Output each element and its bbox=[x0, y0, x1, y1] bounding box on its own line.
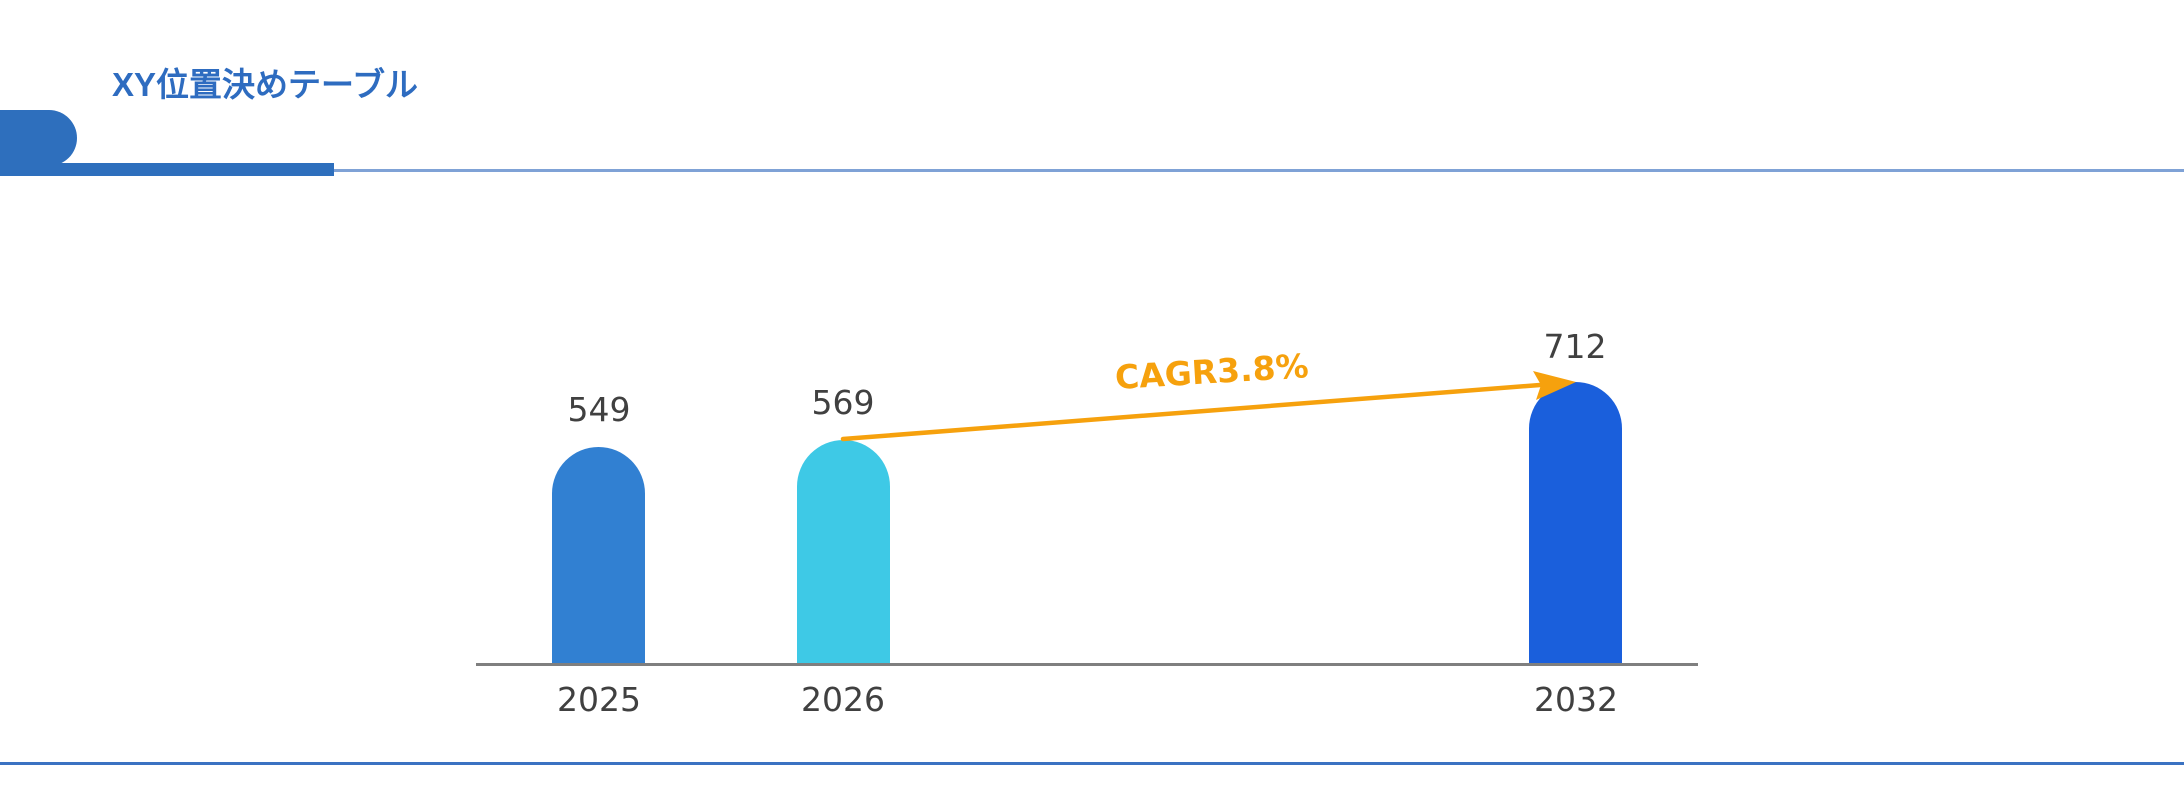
bar-2032 bbox=[1529, 382, 1622, 664]
bar-2025 bbox=[552, 447, 645, 664]
cagr-label: CAGR3.8% bbox=[1113, 346, 1310, 397]
bar-value-label: 569 bbox=[811, 383, 875, 422]
page-title: XY位置決めテーブル bbox=[112, 66, 419, 103]
x-axis-tick-label: 2025 bbox=[557, 680, 641, 719]
header-underline-thin bbox=[334, 169, 2184, 172]
bar-value-label: 712 bbox=[1543, 327, 1607, 366]
x-axis-tick-label: 2026 bbox=[801, 680, 885, 719]
bottom-divider bbox=[0, 762, 2184, 765]
x-axis-line bbox=[476, 663, 1698, 666]
bar-2026 bbox=[797, 440, 890, 664]
header-tab-decoration bbox=[0, 110, 77, 166]
header-underline-thick bbox=[0, 163, 334, 176]
bar-value-label: 549 bbox=[567, 390, 631, 429]
x-axis-tick-label: 2032 bbox=[1534, 680, 1618, 719]
